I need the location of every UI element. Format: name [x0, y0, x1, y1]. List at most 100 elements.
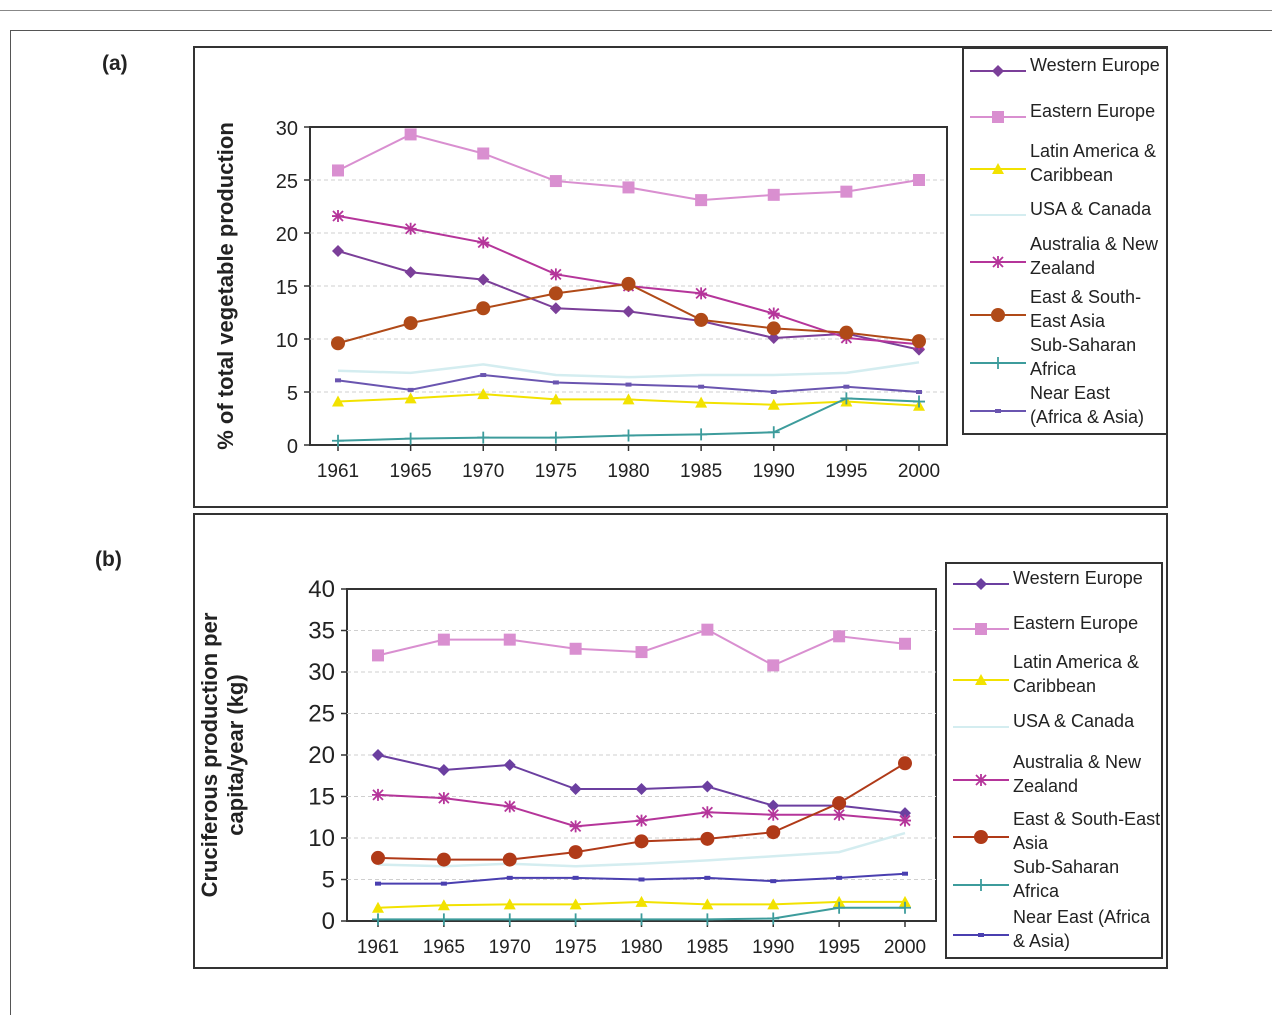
data-point [695, 287, 708, 300]
data-point [407, 387, 414, 392]
x-tick-label: 1990 [752, 937, 794, 958]
legend-label: East & South-East Asia [1013, 809, 1161, 853]
legend-item: East & South-East Asia [964, 285, 1166, 331]
data-point [635, 913, 648, 926]
legend-swatch-marker [992, 256, 1004, 268]
data-point [477, 147, 490, 160]
legend-label: Sub-Saharan Africa [1013, 857, 1120, 901]
data-point [767, 331, 780, 344]
y-tick-label: 5 [322, 867, 335, 894]
data-point [372, 749, 384, 761]
series-east-south-east-asia [331, 276, 926, 351]
series-line [337, 361, 920, 379]
legend-item: Latin America & Caribbean [964, 139, 1166, 185]
legend-item: Western Europe [964, 53, 1166, 97]
data-point [840, 185, 853, 198]
data-point [839, 325, 854, 340]
data-point [372, 901, 384, 913]
x-tick-label: 1985 [686, 937, 728, 958]
legend-label: Western Europe [1013, 568, 1143, 588]
x-tick-label: 1961 [357, 937, 399, 958]
data-point [622, 181, 635, 194]
panel-label-a: (a) [102, 52, 128, 75]
series-usa-canada [337, 361, 920, 379]
data-point [622, 305, 635, 318]
data-point [635, 783, 648, 796]
data-point [404, 222, 417, 235]
data-point [404, 128, 417, 141]
legend-label: Near East (Africa & Asia) [1013, 907, 1151, 951]
data-point [437, 913, 450, 926]
data-point [898, 756, 912, 771]
legend-swatch [970, 163, 1026, 174]
series-western-europe [372, 749, 911, 820]
legend-item: Eastern Europe [947, 611, 1161, 655]
data-point [695, 396, 708, 408]
data-point [899, 901, 911, 914]
data-point [404, 266, 417, 279]
x-tick-label: 1990 [753, 461, 795, 482]
x-tick-label: 1965 [389, 461, 431, 482]
y-axis-label: Cruciferous production percapita/year (k… [197, 612, 248, 897]
data-point [332, 245, 344, 258]
legend-swatch-marker [975, 879, 987, 891]
data-point [569, 898, 582, 910]
data-point [899, 637, 911, 650]
data-point [549, 175, 562, 188]
legend-swatch [970, 409, 1026, 413]
data-point [503, 913, 516, 926]
data-point [767, 799, 780, 812]
series-usa-canada [377, 831, 906, 868]
y-tick-label: 15 [276, 277, 298, 299]
data-point [476, 301, 491, 316]
legend-label: Latin America & Caribbean [1030, 141, 1157, 185]
data-point [335, 378, 341, 383]
series-east-south-east-asia [371, 756, 912, 867]
data-point [549, 302, 562, 315]
legend-swatch [970, 111, 1026, 123]
data-point [899, 814, 911, 827]
data-point [698, 384, 705, 389]
data-point [437, 633, 450, 646]
legend-label: Latin America & Caribbean [1013, 652, 1140, 696]
data-point [767, 307, 780, 320]
data-point [552, 380, 559, 385]
data-point [695, 428, 708, 441]
y-tick-label: 20 [308, 742, 335, 769]
y-tick-label: 35 [308, 618, 335, 645]
data-point [770, 390, 777, 394]
legend-item: Australia & New Zealand [947, 750, 1161, 796]
legend-swatch [953, 674, 1009, 685]
data-point [372, 913, 384, 926]
y-tick-label: 30 [276, 118, 298, 140]
data-point [332, 210, 344, 223]
data-point [437, 792, 450, 805]
data-point [569, 783, 582, 796]
data-point [899, 895, 911, 907]
legend-item: Western Europe [947, 566, 1161, 610]
data-point [833, 808, 846, 821]
data-point [695, 194, 708, 207]
data-point [572, 875, 579, 880]
data-point [701, 780, 714, 793]
legend-swatch [953, 830, 1009, 844]
legend-item: East & South-East Asia [947, 807, 1161, 853]
data-point [625, 382, 632, 387]
data-point [916, 390, 922, 394]
legend-item: Sub-Saharan Africa [947, 855, 1161, 901]
data-point [767, 808, 780, 821]
data-point [569, 913, 582, 926]
legend-label: Near East (Africa & Asia) [1030, 383, 1145, 427]
y-tick-label: 5 [287, 383, 298, 405]
data-point [899, 807, 911, 820]
legend-item: USA & Canada [947, 709, 1161, 753]
legend-swatch [970, 308, 1026, 322]
data-point [635, 646, 648, 659]
series-eastern-europe [332, 128, 925, 207]
legend-label: USA & Canada [1030, 199, 1152, 219]
data-point [503, 800, 516, 813]
data-point [833, 630, 846, 643]
legend-swatch-marker [992, 65, 1004, 77]
x-tick-label: 1970 [462, 461, 504, 482]
series-line [377, 831, 906, 868]
